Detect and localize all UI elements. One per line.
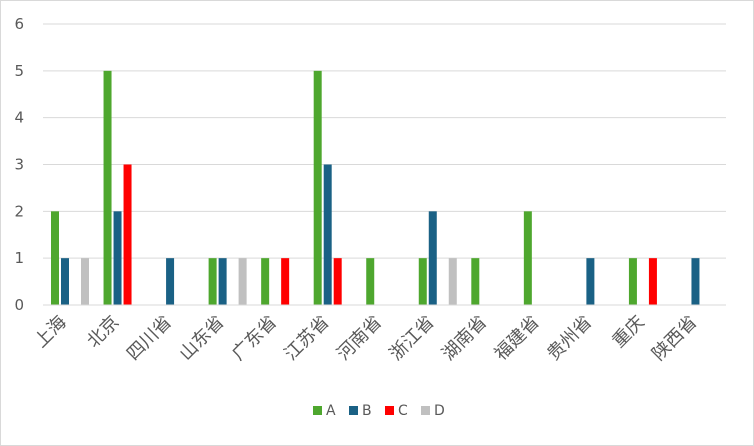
y-tick-label: 1 xyxy=(14,249,24,267)
bar-B-江苏省 xyxy=(323,164,332,305)
bar-A-重庆 xyxy=(628,258,637,305)
y-axis-tick-labels: 0 1 2 3 4 5 6 xyxy=(14,15,24,314)
legend-swatch xyxy=(385,406,394,415)
x-category-label: 上海 xyxy=(30,312,70,352)
y-tick-label: 6 xyxy=(14,15,24,33)
x-axis-category-labels: 上海 北京 四川省 山东省 广东省 江苏省 河南省 浙江省 湖南省 福建省 贵州省 重庆 陕西省 xyxy=(30,312,701,365)
bar-B-贵州省 xyxy=(586,258,595,305)
legend-swatch xyxy=(313,406,322,415)
legend-label: C xyxy=(398,403,408,419)
legend-item-A: A xyxy=(313,403,336,419)
legend-item-B: B xyxy=(349,403,372,419)
bar-A-广东省 xyxy=(261,258,270,305)
x-category-label: 湖南省 xyxy=(438,312,491,365)
y-tick-label: 5 xyxy=(14,62,24,80)
bar-A-山东省 xyxy=(208,258,217,305)
y-tick-label: 0 xyxy=(14,296,24,314)
y-tick-label: 4 xyxy=(14,109,24,127)
bar-D-浙江省 xyxy=(448,258,457,305)
bar-B-北京 xyxy=(113,211,122,305)
bar-C-广东省 xyxy=(281,258,290,305)
bar-B-上海 xyxy=(61,258,69,305)
bar-B-山东省 xyxy=(218,258,227,305)
x-category-label: 四川省 xyxy=(123,312,176,365)
bar-A-河南省 xyxy=(366,258,375,305)
bar-A-北京 xyxy=(103,70,112,305)
x-category-label: 陕西省 xyxy=(648,312,701,365)
legend-item-D: D xyxy=(421,403,445,419)
legend-swatch xyxy=(349,406,358,415)
bar-D-上海 xyxy=(81,258,89,305)
bar-A-江苏省 xyxy=(313,70,322,305)
x-category-label: 浙江省 xyxy=(386,312,439,365)
bar-A-福建省 xyxy=(523,211,532,305)
bar-B-陕西省 xyxy=(691,258,700,305)
bar-C-重庆 xyxy=(648,258,657,305)
gridlines xyxy=(43,23,726,259)
x-category-label: 重庆 xyxy=(608,312,648,352)
x-category-label: 北京 xyxy=(83,312,123,352)
x-category-label: 广东省 xyxy=(228,312,281,365)
x-category-label: 山东省 xyxy=(175,312,228,365)
bar-A-浙江省 xyxy=(418,258,427,305)
x-category-label: 贵州省 xyxy=(543,312,596,365)
bars xyxy=(51,70,700,305)
bar-C-江苏省 xyxy=(333,258,342,305)
bar-A-湖南省 xyxy=(471,258,480,305)
x-category-label: 福建省 xyxy=(491,312,544,365)
legend-label: D xyxy=(434,403,445,419)
bar-B-浙江省 xyxy=(428,211,437,305)
legend-item-C: C xyxy=(385,403,408,419)
bar-A-上海 xyxy=(51,211,59,305)
x-category-label: 河南省 xyxy=(333,312,386,365)
y-tick-label: 2 xyxy=(14,202,24,220)
legend-label: B xyxy=(362,403,372,419)
y-tick-label: 3 xyxy=(14,156,24,174)
legend: A B C D xyxy=(313,403,445,419)
bar-D-山东省 xyxy=(238,258,247,305)
bar-C-北京 xyxy=(123,164,132,305)
x-category-label: 江苏省 xyxy=(280,312,333,365)
legend-label: A xyxy=(326,403,336,419)
bar-B-四川省 xyxy=(166,258,175,305)
legend-swatch xyxy=(421,406,430,415)
